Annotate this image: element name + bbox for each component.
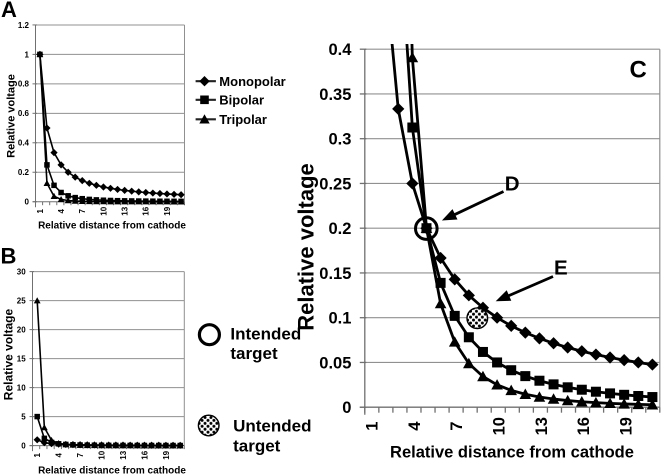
svg-text:Intended: Intended [230, 325, 301, 344]
svg-text:Tripolar: Tripolar [219, 112, 267, 127]
svg-text:10: 10 [97, 450, 106, 459]
svg-text:Relative distance from cathode: Relative distance from cathode [390, 444, 634, 462]
svg-text:1: 1 [363, 422, 381, 431]
svg-text:4: 4 [55, 453, 64, 458]
svg-text:0.4: 0.4 [18, 139, 30, 148]
svg-text:1.2: 1.2 [18, 21, 30, 30]
svg-text:Relative distance from cathode: Relative distance from cathode [38, 465, 186, 475]
svg-text:Relative voltage: Relative voltage [6, 74, 18, 158]
svg-text:19: 19 [618, 417, 636, 435]
svg-text:0: 0 [25, 198, 30, 207]
svg-text:0.35: 0.35 [319, 86, 351, 104]
svg-text:7: 7 [76, 453, 85, 458]
svg-text:Relative voltage: Relative voltage [294, 163, 319, 331]
svg-text:Bipolar: Bipolar [219, 93, 264, 108]
svg-text:Relative voltage: Relative voltage [2, 308, 16, 400]
svg-text:D: D [505, 173, 520, 196]
svg-text:0.4: 0.4 [328, 41, 352, 59]
svg-text:4: 4 [57, 209, 66, 214]
svg-text:7: 7 [78, 209, 87, 214]
svg-text:19: 19 [162, 450, 171, 459]
svg-text:16: 16 [142, 206, 151, 215]
svg-text:0.15: 0.15 [319, 265, 351, 283]
svg-text:7: 7 [448, 422, 466, 431]
svg-text:10: 10 [99, 206, 108, 215]
svg-text:0.6: 0.6 [18, 109, 30, 118]
svg-text:E: E [554, 257, 568, 280]
svg-text:target: target [230, 344, 278, 363]
svg-text:0.2: 0.2 [18, 168, 30, 177]
svg-text:0.8: 0.8 [18, 80, 30, 89]
svg-text:Untended: Untended [233, 417, 311, 436]
svg-text:1: 1 [36, 209, 45, 214]
svg-text:10: 10 [491, 417, 509, 435]
svg-text:1: 1 [25, 50, 30, 59]
svg-text:13: 13 [119, 450, 128, 459]
svg-text:A: A [1, 0, 17, 22]
svg-text:4: 4 [406, 421, 424, 431]
svg-text:15: 15 [17, 354, 26, 363]
svg-text:1: 1 [33, 453, 42, 458]
svg-text:5: 5 [21, 412, 26, 421]
svg-text:0: 0 [342, 399, 351, 417]
svg-text:0.3: 0.3 [328, 131, 351, 149]
svg-text:B: B [1, 244, 17, 269]
svg-text:target: target [233, 437, 281, 456]
svg-text:25: 25 [17, 296, 26, 305]
svg-text:0.1: 0.1 [328, 310, 351, 328]
svg-text:19: 19 [163, 206, 172, 215]
svg-text:16: 16 [575, 417, 593, 435]
svg-text:0: 0 [21, 441, 26, 450]
svg-text:0.05: 0.05 [319, 354, 351, 372]
svg-text:13: 13 [533, 417, 551, 435]
svg-text:16: 16 [140, 450, 149, 459]
svg-text:C: C [630, 57, 647, 84]
svg-text:0.25: 0.25 [319, 175, 351, 193]
svg-text:13: 13 [121, 206, 130, 215]
svg-text:Relative distance from cathode: Relative distance from cathode [38, 221, 186, 232]
svg-text:10: 10 [17, 383, 26, 392]
svg-text:20: 20 [17, 325, 26, 334]
svg-text:30: 30 [17, 267, 26, 276]
svg-text:0.2: 0.2 [328, 220, 351, 238]
svg-text:Monopolar: Monopolar [219, 74, 285, 89]
